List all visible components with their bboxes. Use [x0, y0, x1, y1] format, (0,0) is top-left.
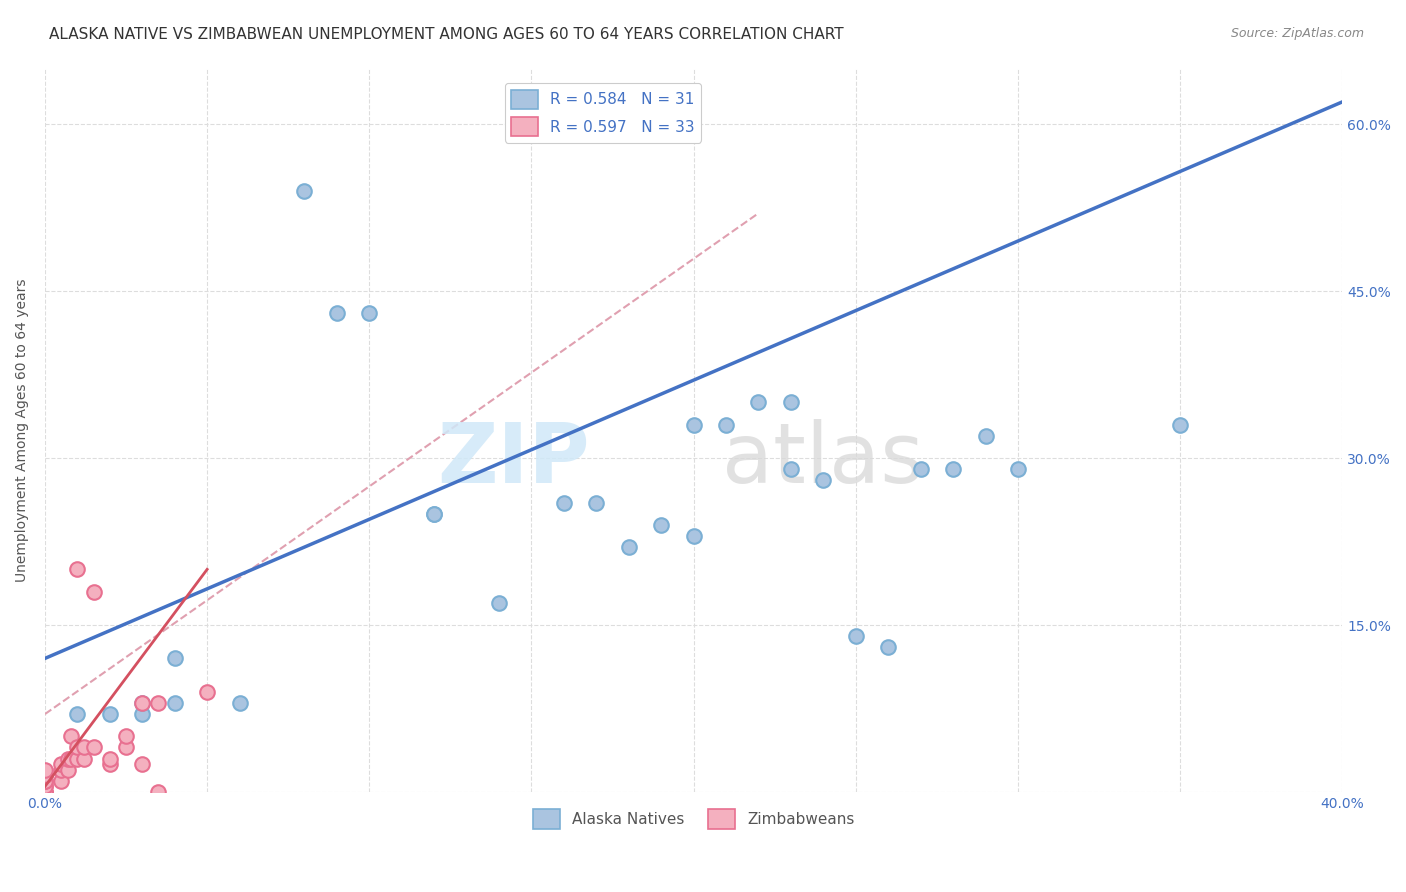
Point [148, 696, 170, 710]
Point [1007, 462, 1029, 476]
Point [131, 757, 153, 772]
Point [115, 740, 138, 755]
Point [56, 751, 79, 765]
Point [423, 507, 446, 521]
Point [163, 651, 186, 665]
Point [974, 429, 997, 443]
Point [59, 751, 82, 765]
Y-axis label: Unemployment Among Ages 60 to 64 years: Unemployment Among Ages 60 to 64 years [15, 278, 30, 582]
Point [294, 184, 316, 198]
Text: atlas: atlas [723, 418, 924, 500]
Point [34, 768, 56, 782]
Point [714, 417, 737, 432]
Point [682, 529, 704, 543]
Point [66, 740, 89, 755]
Point [98, 751, 121, 765]
Point [131, 696, 153, 710]
Point [553, 495, 575, 509]
Point [131, 707, 153, 722]
Point [34, 773, 56, 788]
Point [34, 773, 56, 788]
Point [650, 517, 672, 532]
Point [56, 763, 79, 777]
Point [98, 757, 121, 772]
Point [910, 462, 932, 476]
Point [423, 507, 446, 521]
Point [682, 417, 704, 432]
Point [34, 785, 56, 799]
Point [51, 763, 73, 777]
Point [34, 785, 56, 799]
Point [163, 696, 186, 710]
Point [34, 785, 56, 799]
Point [73, 751, 96, 765]
Point [359, 306, 381, 320]
Point [845, 629, 868, 643]
Point [66, 562, 89, 576]
Point [148, 785, 170, 799]
Point [942, 462, 965, 476]
Legend: Alaska Natives, Zimbabweans: Alaska Natives, Zimbabweans [526, 803, 860, 835]
Point [877, 640, 900, 655]
Point [34, 780, 56, 794]
Point [585, 495, 607, 509]
Point [228, 696, 250, 710]
Point [66, 707, 89, 722]
Point [34, 763, 56, 777]
Text: Source: ZipAtlas.com: Source: ZipAtlas.com [1230, 27, 1364, 40]
Point [115, 729, 138, 743]
Point [131, 696, 153, 710]
Point [195, 685, 218, 699]
Point [780, 395, 803, 409]
Point [1168, 417, 1191, 432]
Point [780, 462, 803, 476]
Point [34, 780, 56, 794]
Point [98, 707, 121, 722]
Point [83, 740, 105, 755]
Point [73, 740, 96, 755]
Point [488, 596, 510, 610]
Point [51, 757, 73, 772]
Point [326, 306, 349, 320]
Point [51, 773, 73, 788]
Point [59, 729, 82, 743]
Point [66, 751, 89, 765]
Point [813, 473, 835, 487]
Text: ALASKA NATIVE VS ZIMBABWEAN UNEMPLOYMENT AMONG AGES 60 TO 64 YEARS CORRELATION C: ALASKA NATIVE VS ZIMBABWEAN UNEMPLOYMENT… [49, 27, 844, 42]
Point [617, 540, 640, 554]
Point [747, 395, 769, 409]
Point [34, 768, 56, 782]
Point [83, 584, 105, 599]
Text: ZIP: ZIP [437, 418, 591, 500]
